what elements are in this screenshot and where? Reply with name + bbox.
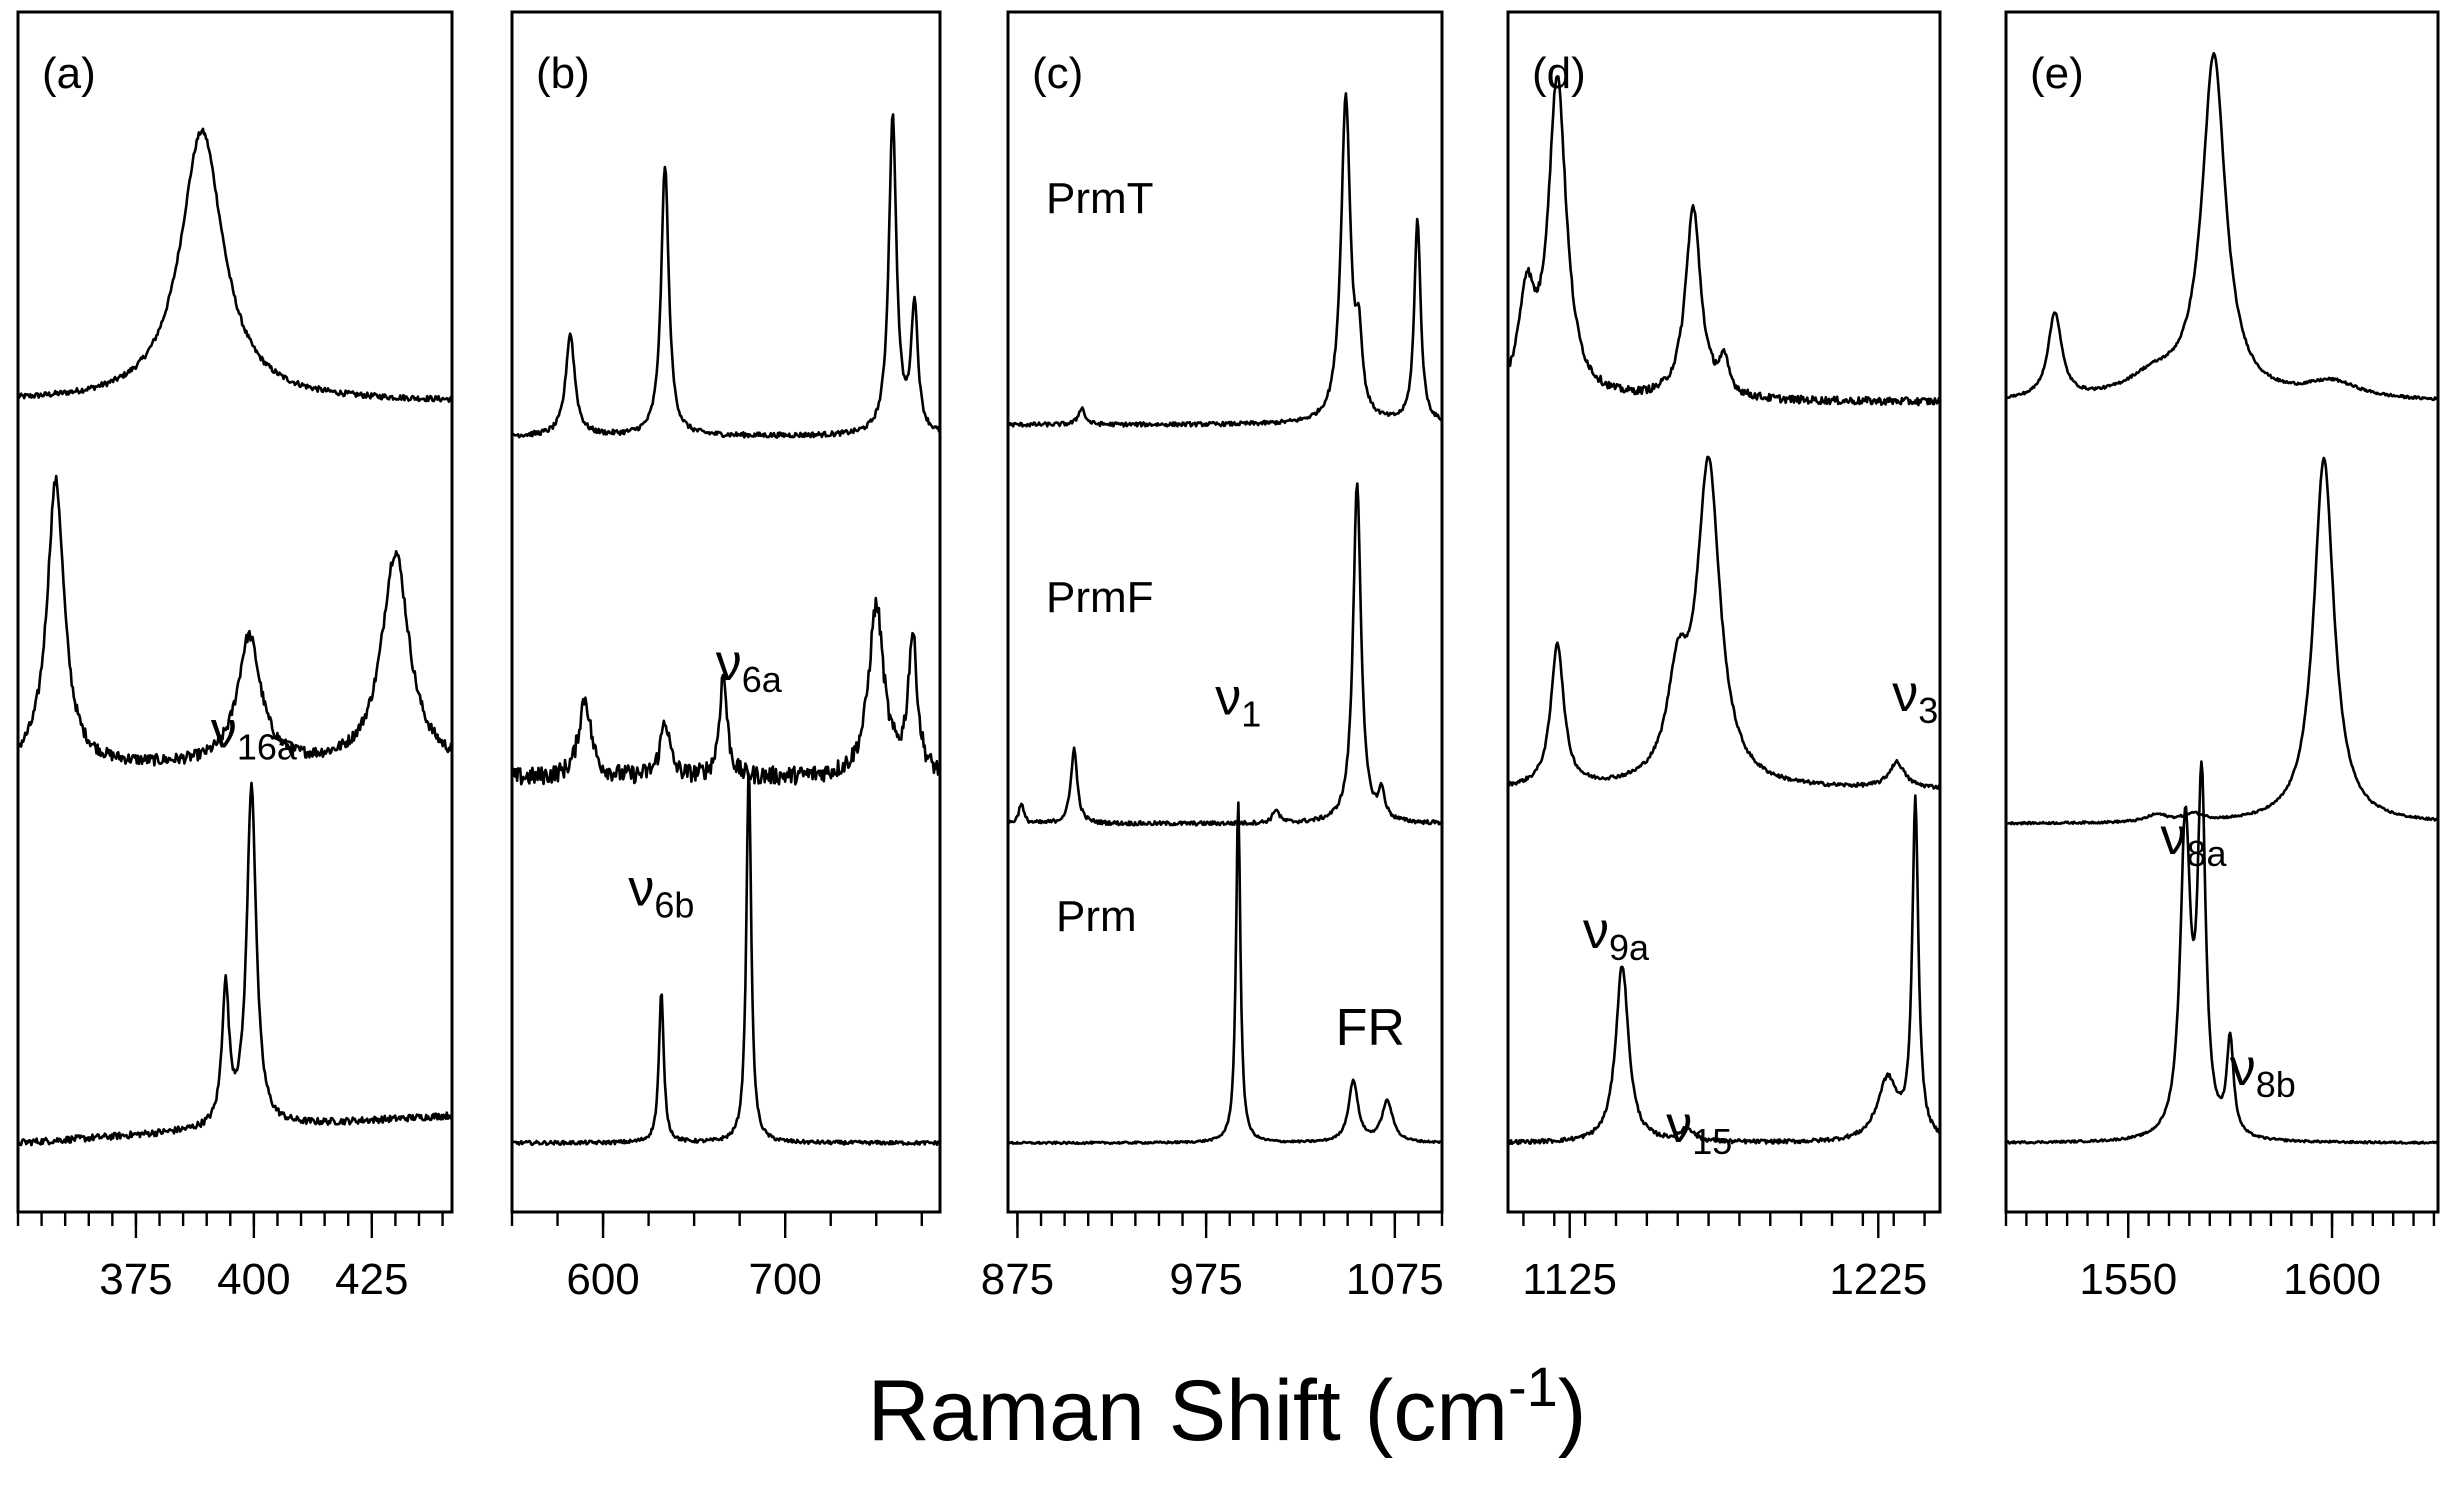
panel-c-tick-label: 975 — [1169, 1255, 1242, 1304]
panel-e-tick-label: 1550 — [2079, 1255, 2177, 1304]
panel-d-tick-label: 1125 — [1522, 1255, 1617, 1304]
panel-e-peak-label-0: ν8a — [2160, 808, 2227, 874]
peak-label-symbol: FR — [1336, 999, 1405, 1057]
panel-c-label: (c) — [1032, 49, 1083, 98]
peak-label-symbol: ν — [1583, 902, 1609, 960]
panel-e-peak-label-1: ν8b — [2230, 1039, 2296, 1105]
panel-a-peak-label-0: ν16a — [211, 701, 298, 767]
panel-b-spectrum-prmf — [510, 596, 942, 786]
panel-b-spectrum-prmt — [511, 113, 942, 439]
peak-label-symbol: ν — [211, 701, 237, 759]
panel-a-tick-label: 425 — [335, 1255, 408, 1304]
panel-e-frame — [2004, 10, 2440, 1214]
peak-label-symbol: ν — [2160, 808, 2186, 866]
panel-d-tick-label: 1225 — [1829, 1255, 1927, 1304]
panel-c-spectrum-prmf — [1007, 482, 1443, 827]
panel-b-frame — [510, 10, 942, 1214]
panel-a-tick-label: 400 — [217, 1255, 290, 1304]
panel-a-tick-label: 375 — [99, 1255, 172, 1304]
panel-b-tick-label: 600 — [566, 1255, 639, 1304]
panel-d-frame — [1506, 10, 1942, 1214]
panel-e-label: (e) — [2030, 49, 2084, 98]
peak-label-subscript: 3 — [1918, 690, 1938, 731]
panel-c-peak-label-0: ν1 — [1215, 668, 1261, 734]
panel-a-spectrum-prmf — [16, 474, 454, 767]
peak-label-subscript: 8b — [2256, 1064, 2296, 1105]
panel-b-label: (b) — [536, 49, 590, 98]
panel-a-spectrum-prm — [16, 781, 454, 1147]
panel-d-peak-label-1: ν15 — [1666, 1096, 1732, 1162]
peak-label-subscript: 6a — [742, 659, 783, 700]
panel-d-peak-label-0: ν9a — [1583, 902, 1650, 968]
panel-a-label: (a) — [42, 49, 96, 98]
panel-e-spectrum-prm — [2005, 760, 2439, 1145]
panel-c-peak-label-1: FR — [1336, 999, 1405, 1057]
peak-label-subscript: 8a — [2186, 833, 2227, 874]
panel-b-peak-label-1: ν6a — [716, 634, 783, 700]
peak-label-subscript: 1 — [1241, 693, 1261, 734]
peak-label-subscript: 9a — [1609, 927, 1650, 968]
panel-c-frame — [1006, 10, 1444, 1214]
peak-label-symbol: ν — [2230, 1039, 2256, 1097]
x-axis-title: Raman Shift (cm-1) — [868, 1355, 1587, 1459]
peak-label-symbol: ν — [1666, 1096, 1692, 1154]
panel-d-peak-label-2: ν3 — [1892, 665, 1938, 731]
panel-b-peak-label-0: ν6b — [628, 860, 694, 926]
series-label-prmf: PrmF — [1046, 573, 1154, 622]
x-axis-title-main: Raman Shift (cm — [868, 1363, 1508, 1459]
panel-c-tick-label: 1075 — [1346, 1255, 1444, 1304]
peak-label-symbol: ν — [716, 634, 742, 692]
panel-a-spectrum-prmt — [16, 127, 453, 403]
peak-label-subscript: 16a — [237, 726, 298, 767]
peak-label-symbol: ν — [628, 860, 654, 918]
series-label-prm: Prm — [1056, 892, 1137, 941]
x-axis-title-close: ) — [1558, 1363, 1587, 1459]
panel-b-tick-label: 700 — [748, 1255, 821, 1304]
panel-c-spectrum-prmt — [1007, 92, 1444, 428]
panel-c: (c) 875 975 1075 ν1 FR PrmT PrmF Prm — [981, 10, 1444, 1304]
panel-e-spectrum-prmt — [2004, 51, 2439, 402]
panel-d-spectrum-prm — [1506, 794, 1942, 1146]
panel-a: (a) 375 400 425 ν16a — [16, 10, 454, 1304]
peak-label-subscript: 6b — [654, 885, 694, 926]
x-axis-title-sup: -1 — [1508, 1355, 1558, 1418]
peak-label-symbol: ν — [1215, 668, 1241, 726]
panel-c-spectrum-prm — [1007, 801, 1443, 1146]
peak-label-subscript: 15 — [1692, 1121, 1732, 1162]
panel-b-spectrum-prm — [511, 772, 941, 1146]
panel-a-frame — [16, 10, 454, 1214]
panel-d-spectrum-prmf — [1506, 455, 1942, 790]
series-label-prmt: PrmT — [1046, 174, 1154, 223]
panel-e-tick-label: 1600 — [2283, 1255, 2381, 1304]
panel-c-tick-label: 875 — [981, 1255, 1054, 1304]
panel-e-spectrum-prmf — [2005, 456, 2439, 826]
panel-d-spectrum-prmt — [1506, 75, 1942, 407]
peak-label-symbol: ν — [1892, 665, 1918, 723]
